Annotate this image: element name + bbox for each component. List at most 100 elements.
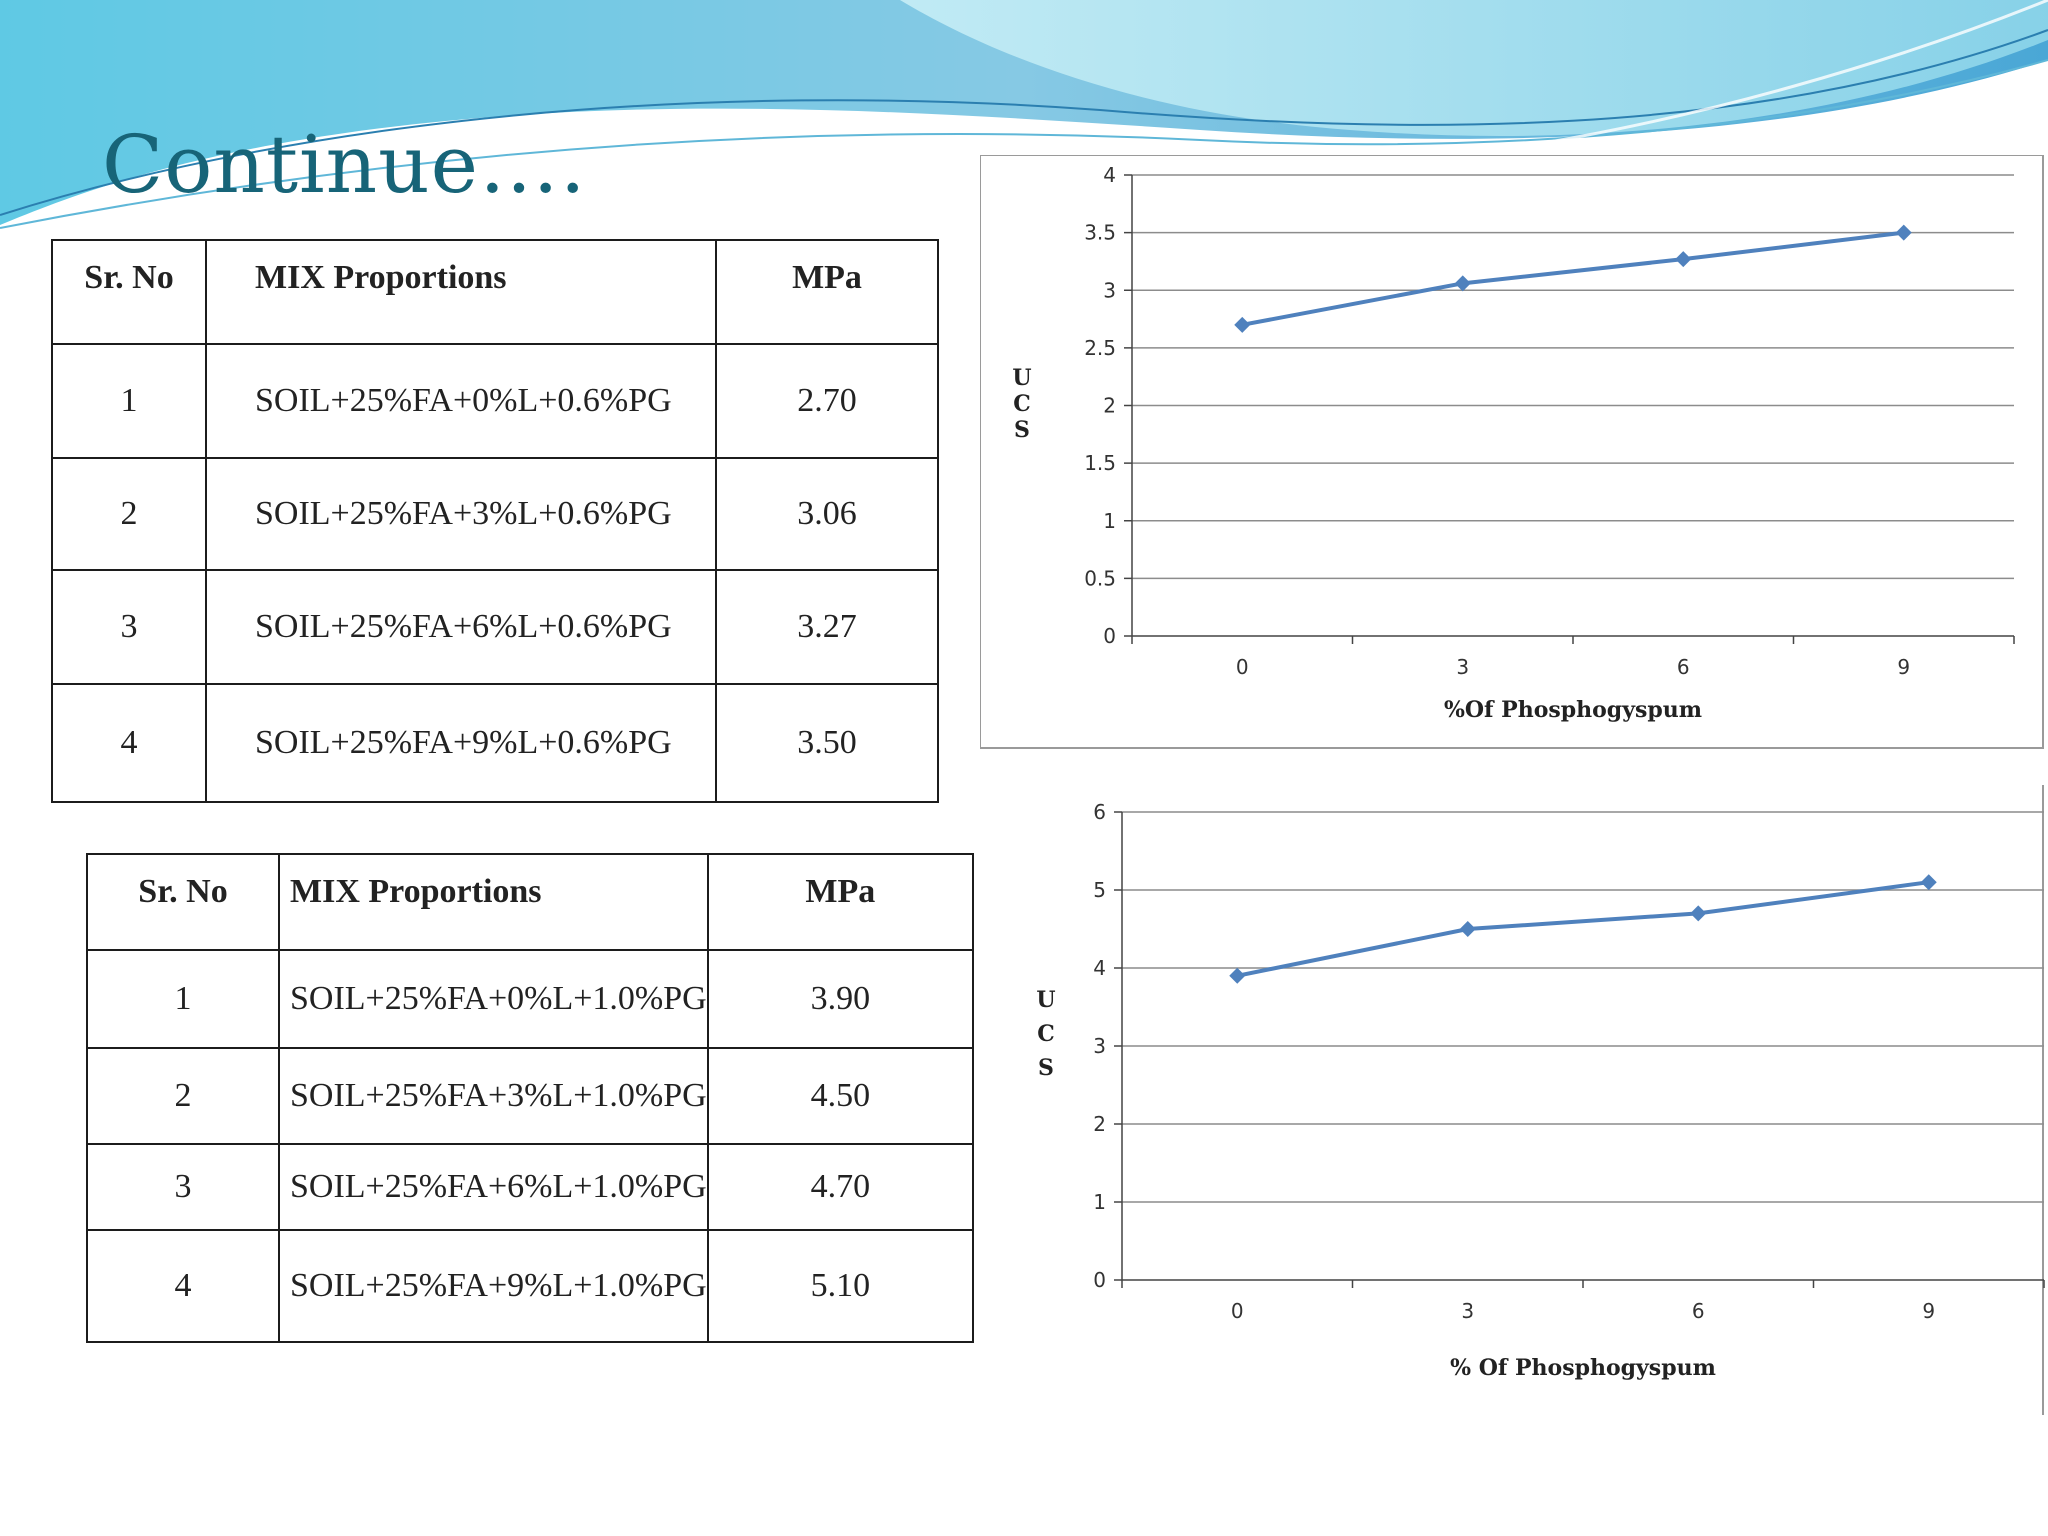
table-header-row: Sr. No MIX Proportions MPa (51, 239, 939, 345)
y-tick-labels: 0 1 2 3 4 5 6 (1093, 800, 1106, 1292)
y-tick-label: 2 (1093, 1112, 1106, 1136)
cell-sr-no: 3 (51, 569, 207, 685)
data-point-marker (1234, 316, 1251, 333)
data-point-marker (1690, 905, 1707, 922)
data-point-marker (1895, 224, 1912, 241)
table-row: 4 SOIL+25%FA+9%L+0.6%PG 3.50 (51, 683, 939, 803)
series-line (1229, 874, 1937, 984)
cell-sr-no: 2 (51, 457, 207, 571)
data-point-marker (1454, 275, 1471, 292)
cell-mix: SOIL+25%FA+0%L+1.0%PG (278, 949, 709, 1049)
cell-sr-no: 3 (86, 1143, 280, 1231)
y-axis-label-char: U (1012, 365, 1031, 391)
table-header-row: Sr. No MIX Proportions MPa (86, 853, 975, 951)
data-point-marker (1459, 921, 1476, 937)
y-tick-label: 3 (1103, 278, 1116, 302)
table-row: 3 SOIL+25%FA+6%L+0.6%PG 3.27 (51, 569, 939, 685)
y-tick-label: 0 (1103, 624, 1116, 648)
table-row: 1 SOIL+25%FA+0%L+0.6%PG 2.70 (51, 343, 939, 459)
y-tick-label: 6 (1093, 800, 1106, 824)
y-tick-labels: 0 0.5 1 1.5 2 2.5 3 3.5 4 (1084, 163, 1116, 648)
cell-sr-no: 1 (86, 949, 280, 1049)
cell-mpa: 3.06 (715, 457, 939, 571)
cell-mix: SOIL+25%FA+0%L+0.6%PG (205, 343, 717, 459)
x-tick-labels: 0 3 6 9 (1236, 655, 1910, 679)
header-mpa: MPa (706, 853, 975, 951)
y-tick-label: 3 (1093, 1034, 1106, 1058)
cell-mpa: 5.10 (706, 1229, 975, 1343)
data-point-marker (1229, 967, 1246, 984)
slide-title: Continue…. (102, 118, 587, 211)
y-tick-label: 4 (1103, 163, 1116, 187)
data-point-marker (1920, 874, 1937, 891)
cell-sr-no: 4 (51, 683, 207, 803)
cell-mpa: 4.50 (706, 1047, 975, 1145)
y-tick-label: 2.5 (1084, 336, 1116, 360)
x-axis-label: %Of Phosphogyspum (1444, 697, 1702, 723)
x-tick-label: 6 (1677, 655, 1690, 679)
cell-mix: SOIL+25%FA+9%L+0.6%PG (205, 683, 717, 803)
x-tick-label: 3 (1456, 655, 1469, 679)
data-point-marker (1675, 251, 1692, 268)
header-mix-proportions: MIX Proportions (205, 239, 717, 345)
header-sr-no: Sr. No (86, 853, 280, 951)
y-axis-label-char: S (1038, 1055, 1054, 1081)
header-sr-no: Sr. No (51, 239, 207, 345)
y-tick-label: 2 (1103, 394, 1116, 418)
chart-gridlines (1132, 174, 2014, 580)
header-wave-decoration (0, 0, 2048, 229)
table-row: 4 SOIL+25%FA+9%L+1.0%PG 5.10 (86, 1229, 975, 1343)
series-polyline (1241, 230, 1904, 327)
x-tick-label: 0 (1236, 655, 1249, 679)
y-axis-label-char: C (1037, 1021, 1055, 1047)
x-tick-label: 9 (1922, 1299, 1935, 1323)
x-tick-label: 3 (1461, 1299, 1474, 1323)
y-axis-label-char: C (1013, 391, 1031, 417)
cell-mpa: 4.70 (706, 1143, 975, 1231)
mix-table-1.0-pg: Sr. No MIX Proportions MPa 1 SOIL+25%FA+… (86, 853, 975, 1343)
y-tick-label: 0 (1093, 1268, 1106, 1292)
y-tick-label: 4 (1093, 956, 1106, 980)
x-tick-labels: 0 3 6 9 (1231, 1299, 1935, 1323)
header-mpa: MPa (715, 239, 939, 345)
y-tick-label: 1.5 (1084, 451, 1116, 475)
table-row: 3 SOIL+25%FA+6%L+1.0%PG 4.70 (86, 1143, 975, 1231)
x-axis-label: % Of Phosphogyspum (1450, 1355, 1716, 1381)
y-tick-label: 0.5 (1084, 566, 1116, 590)
x-tick-label: 0 (1231, 1299, 1244, 1323)
y-tick-label: 1 (1103, 509, 1116, 533)
mix-table-0.6-pg: Sr. No MIX Proportions MPa 1 SOIL+25%FA+… (51, 239, 939, 803)
x-tick-label: 9 (1897, 655, 1910, 679)
chart-axes (1114, 811, 2045, 1288)
series-line (1234, 224, 1912, 333)
ucs-chart-0.6-pg: 0 0.5 1 1.5 2 2.5 3 3.5 4 0 3 6 9 UCS %Of Phosphogy… (980, 155, 2044, 749)
series-polyline (1236, 880, 1930, 978)
table-row: 2 SOIL+25%FA+3%L+0.6%PG 3.06 (51, 457, 939, 571)
cell-mpa: 3.90 (706, 949, 975, 1049)
cell-mpa: 3.50 (715, 683, 939, 803)
y-tick-label: 5 (1093, 878, 1106, 902)
cell-mpa: 3.27 (715, 569, 939, 685)
chart-axes (1124, 174, 2015, 644)
ucs-chart-1.0-pg: 0 1 2 3 4 5 6 0 3 6 9 UCS % Of Phosphogyspum (1036, 785, 2045, 1415)
table-row: 1 SOIL+25%FA+0%L+1.0%PG 3.90 (86, 949, 975, 1049)
cell-mix: SOIL+25%FA+6%L+1.0%PG (278, 1143, 709, 1231)
x-tick-label: 6 (1692, 1299, 1705, 1323)
cell-mix: SOIL+25%FA+9%L+1.0%PG (278, 1229, 709, 1343)
cell-sr-no: 4 (86, 1229, 280, 1343)
y-axis-label: UCS (1036, 987, 1055, 1081)
y-tick-label: 3.5 (1084, 221, 1116, 245)
cell-mpa: 2.70 (715, 343, 939, 459)
y-tick-label: 1 (1093, 1190, 1106, 1214)
y-axis-label-char: U (1036, 987, 1055, 1013)
cell-sr-no: 1 (51, 343, 207, 459)
cell-mix: SOIL+25%FA+6%L+0.6%PG (205, 569, 717, 685)
header-mix-proportions: MIX Proportions (278, 853, 709, 951)
cell-mix: SOIL+25%FA+3%L+1.0%PG (278, 1047, 709, 1145)
y-axis-label-char: S (1014, 417, 1030, 443)
chart-gridlines (1122, 811, 2044, 1203)
table-row: 2 SOIL+25%FA+3%L+1.0%PG 4.50 (86, 1047, 975, 1145)
y-axis-label: UCS (1012, 365, 1031, 443)
cell-sr-no: 2 (86, 1047, 280, 1145)
cell-mix: SOIL+25%FA+3%L+0.6%PG (205, 457, 717, 571)
